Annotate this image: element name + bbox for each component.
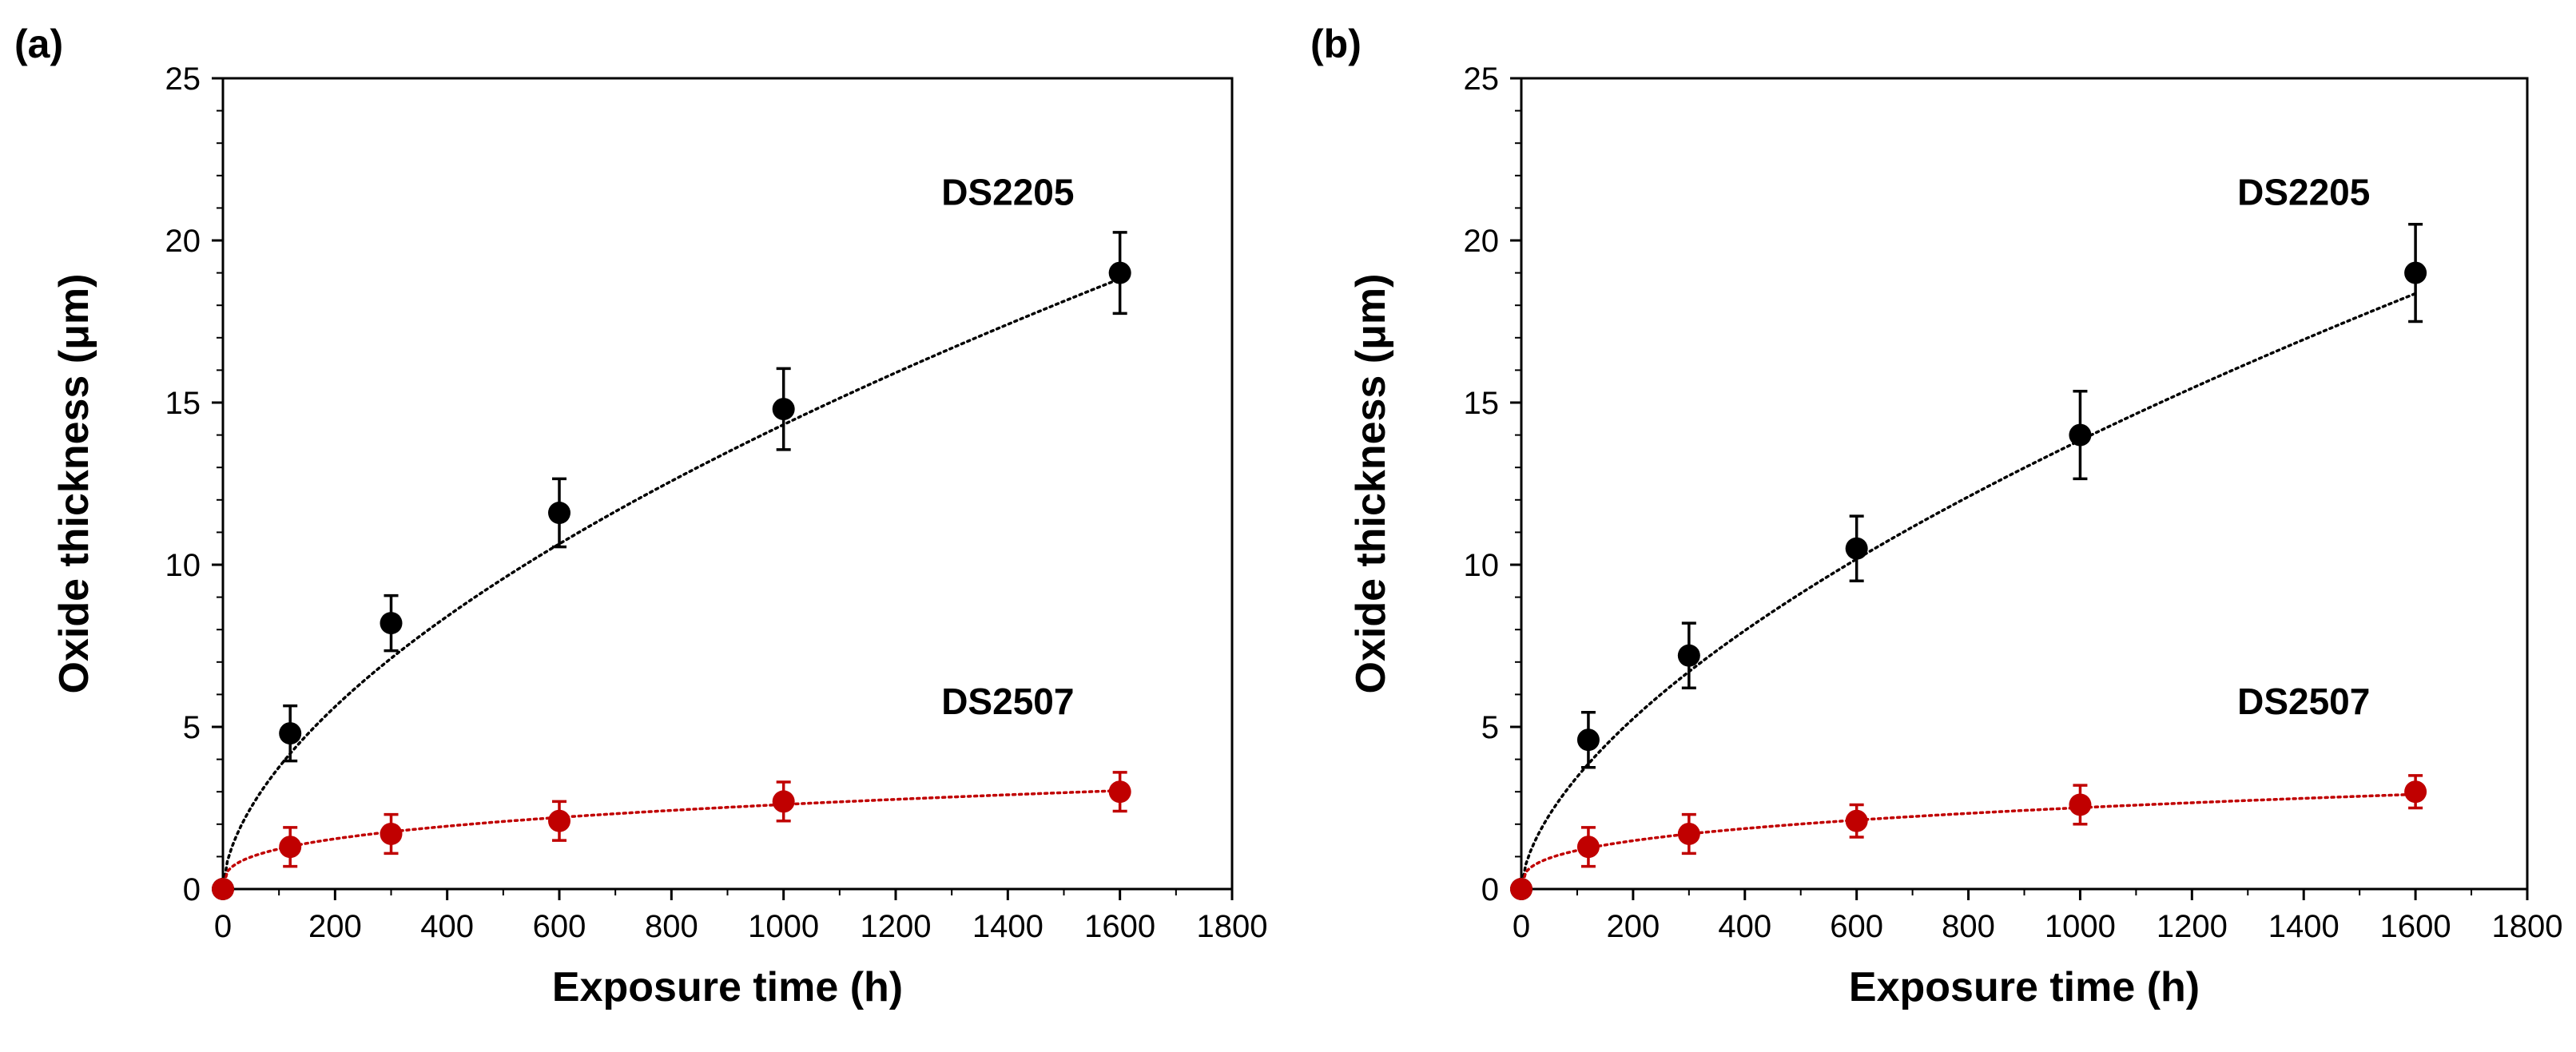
panel-label: (b) [1310,22,1362,66]
series-ds2507: DS2507 [1510,681,2427,900]
y-tick-label: 25 [165,62,201,97]
chart-panel-b: 0 200 400 600 800 1000 1200 1400 1600 1800 0 5 10 15 2… [1310,22,2562,1010]
plot-frame [1520,77,2529,891]
data-point [2069,423,2092,447]
data-point [380,822,403,845]
series-label: DS2205 [941,171,1074,212]
y-tick-label: 0 [1481,872,1499,907]
fit-curve [221,277,1122,891]
y-axis-title: Oxide thickness (μm) [1348,274,1394,694]
y-tick-label: 10 [1464,548,1500,583]
x-axis-title: Exposure time (h) [552,964,903,1010]
x-tick-label: 1400 [972,909,1044,944]
data-point [212,878,234,900]
x-tick-label: 600 [1830,909,1883,944]
data-point [1108,261,1131,284]
y-tick-label: 15 [165,386,201,421]
series-label: DS2507 [2237,681,2370,722]
data-point [1576,836,1600,859]
data-point [380,612,403,635]
data-point [2404,261,2427,284]
series-ds2205: DS2205 [212,171,1131,900]
y-tick-label: 15 [1464,386,1500,421]
x-tick-label: 600 [533,909,586,944]
y-tick-label: 5 [183,710,201,745]
y-tick-label: 5 [1481,710,1499,745]
series-ds2507: DS2507 [212,681,1131,900]
fit-curve [1520,292,2417,891]
x-tick-label: 1800 [1197,909,1268,944]
plot-frame [221,77,1234,891]
x-tick-label: 0 [1513,909,1530,944]
x-tick-label: 1200 [2157,909,2228,944]
panel-label: (a) [14,22,63,66]
data-point [2404,780,2427,804]
x-tick-label: 1200 [861,909,932,944]
x-tick-label: 200 [1607,909,1660,944]
x-tick-label: 1600 [1084,909,1155,944]
data-point [1845,809,1868,832]
data-point [772,790,795,813]
x-tick-label: 1600 [2380,909,2451,944]
data-point [279,722,302,745]
x-tick-label: 1400 [2268,909,2339,944]
data-point [548,502,570,525]
x-tick-label: 400 [1718,909,1771,944]
data-point [1108,780,1131,804]
x-tick-label: 1800 [2492,909,2563,944]
series-label: DS2507 [941,681,1074,722]
fit-curve [1520,792,2417,891]
chart-panel-a: 0 200 400 600 800 1000 1200 1400 1600 1800 0 5 10 15 2… [14,22,1267,1010]
fit-curve [221,789,1122,891]
y-tick-label: 10 [165,548,201,583]
data-point [1845,537,1868,560]
x-axis-title: Exposure time (h) [1849,964,2200,1010]
data-point [1677,822,1700,845]
data-point [1576,728,1600,752]
data-point [1677,644,1700,667]
data-point [279,836,302,859]
data-point [548,809,570,832]
data-point [2069,793,2092,816]
y-tick-label: 25 [1464,62,1500,97]
y-tick-label: 0 [183,872,201,907]
data-point [1510,878,1532,900]
x-tick-label: 800 [645,909,698,944]
x-tick-label: 800 [1942,909,1995,944]
x-tick-label: 200 [308,909,362,944]
x-tick-label: 1000 [2045,909,2116,944]
x-tick-label: 0 [214,909,232,944]
data-point [772,398,795,421]
y-axis-title: Oxide thickness (μm) [51,274,97,694]
x-tick-label: 1000 [748,909,819,944]
x-tick-label: 400 [420,909,474,944]
series-ds2205: DS2205 [1510,171,2427,900]
y-tick-label: 20 [165,224,201,259]
y-tick-label: 20 [1464,224,1500,259]
series-label: DS2205 [2237,171,2370,212]
